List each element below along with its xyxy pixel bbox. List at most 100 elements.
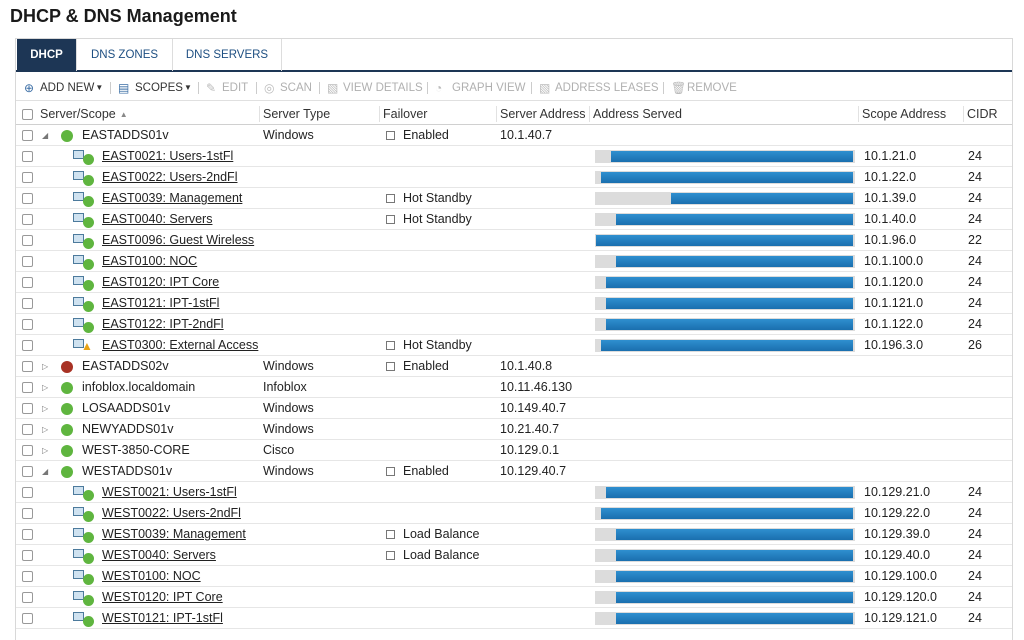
toolbar-button[interactable]: EDIT	[222, 82, 249, 94]
scope-name[interactable]: EAST0021: Users-1stFl	[102, 149, 234, 163]
scope-name[interactable]: EAST0039: Management	[102, 191, 243, 205]
table-row	[16, 293, 1012, 314]
scope-name[interactable]: EAST0096: Guest Wireless	[102, 233, 255, 247]
column-header[interactable]: Server/Scope	[40, 107, 116, 121]
scope-address: 10.129.21.0	[864, 485, 931, 499]
scope-name[interactable]: EAST0022: Users-2ndFl	[102, 170, 238, 184]
server-name[interactable]: WEST-3850-CORE	[82, 443, 190, 457]
expand-toggle[interactable]: ▷	[42, 362, 49, 371]
cidr: 24	[968, 170, 982, 184]
expand-toggle[interactable]: ▷	[42, 404, 49, 413]
usage-bar	[600, 508, 853, 519]
scope-name[interactable]: WEST0040: Servers	[102, 548, 216, 562]
row-checkbox[interactable]	[22, 466, 33, 477]
select-all-checkbox[interactable]	[22, 109, 33, 120]
toolbar-icon: 🗑	[671, 81, 687, 95]
toolbar-button[interactable]: VIEW DETAILS	[343, 82, 423, 94]
scope-name[interactable]: WEST0100: NOC	[102, 569, 201, 583]
scope-name[interactable]: EAST0300: External Access	[102, 338, 259, 352]
scope-name[interactable]: EAST0120: IPT Core	[102, 275, 220, 289]
column-header[interactable]: Scope Address	[862, 107, 947, 121]
scope-icon	[73, 297, 84, 306]
column-separator	[858, 106, 859, 122]
row-checkbox[interactable]	[22, 130, 33, 141]
scope-name[interactable]: WEST0039: Management	[102, 527, 246, 541]
row-checkbox[interactable]	[22, 592, 33, 603]
table-row	[16, 440, 1012, 461]
server-address: 10.11.46.130	[500, 380, 573, 394]
scope-name[interactable]: WEST0120: IPT Core	[102, 590, 223, 604]
row-checkbox[interactable]	[22, 361, 33, 372]
row-checkbox[interactable]	[22, 235, 33, 246]
row-checkbox[interactable]	[22, 340, 33, 351]
expand-toggle[interactable]: ▷	[42, 425, 49, 434]
server-name[interactable]: WESTADDS01v	[82, 464, 173, 478]
server-name[interactable]: EASTADDS02v	[82, 359, 169, 373]
column-header[interactable]: CIDR	[967, 107, 998, 121]
row-checkbox[interactable]	[22, 508, 33, 519]
row-checkbox[interactable]	[22, 151, 33, 162]
expand-toggle[interactable]: ◢	[42, 467, 49, 476]
row-checkbox[interactable]	[22, 403, 33, 414]
server-name[interactable]: infoblox.localdomain	[82, 380, 196, 394]
scope-name[interactable]: EAST0040: Servers	[102, 212, 213, 226]
row-checkbox[interactable]	[22, 214, 33, 225]
row-checkbox[interactable]	[22, 571, 33, 582]
status-dot	[83, 322, 94, 333]
row-checkbox[interactable]	[22, 382, 33, 393]
row-checkbox[interactable]	[22, 424, 33, 435]
expand-toggle[interactable]: ▷	[42, 383, 49, 392]
column-header[interactable]: Address Served	[593, 107, 682, 121]
toolbar-icon: ⊕	[24, 81, 35, 95]
row-checkbox[interactable]	[22, 193, 33, 204]
toolbar-icon: ▤	[118, 81, 130, 95]
status-dot	[61, 445, 73, 457]
row-checkbox[interactable]	[22, 529, 33, 540]
tab[interactable]: DNS SERVERS	[173, 39, 282, 71]
cidr: 24	[968, 506, 982, 520]
column-header[interactable]: Failover	[383, 107, 428, 121]
scope-address: 10.1.21.0	[864, 149, 917, 163]
failover: Hot Standby	[403, 338, 472, 352]
failover-icon	[386, 341, 395, 350]
row-checkbox[interactable]	[22, 550, 33, 561]
toolbar-button[interactable]: ADDRESS LEASES	[555, 82, 659, 94]
row-checkbox[interactable]	[22, 487, 33, 498]
table-row	[16, 188, 1012, 209]
expand-toggle[interactable]: ▷	[42, 446, 49, 455]
row-checkbox[interactable]	[22, 277, 33, 288]
scope-name[interactable]: WEST0022: Users-2ndFl	[102, 506, 241, 520]
server-name[interactable]: LOSAADDS01v	[82, 401, 171, 415]
toolbar-button[interactable]: GRAPH VIEW	[452, 82, 526, 94]
failover-icon	[386, 362, 395, 371]
row-checkbox[interactable]	[22, 445, 33, 456]
row-checkbox[interactable]	[22, 319, 33, 330]
tab[interactable]: DHCP	[17, 39, 77, 71]
toolbar-button[interactable]: SCOPES	[135, 82, 183, 94]
scope-name[interactable]: WEST0021: Users-1stFl	[102, 485, 237, 499]
cidr: 24	[968, 611, 982, 625]
row-checkbox[interactable]	[22, 613, 33, 624]
toolbar-separator	[531, 82, 532, 94]
usage-bar	[606, 298, 853, 309]
server-name[interactable]: NEWYADDS01v	[82, 422, 174, 436]
server-name[interactable]: EASTADDS01v	[82, 128, 169, 142]
tab[interactable]: DNS ZONES	[77, 39, 173, 71]
scope-name[interactable]: EAST0100: NOC	[102, 254, 198, 268]
status-dot	[83, 511, 94, 522]
column-header[interactable]: Server Address	[500, 107, 586, 121]
toolbar-separator	[319, 82, 320, 94]
row-checkbox[interactable]	[22, 256, 33, 267]
expand-toggle[interactable]: ◢	[42, 131, 49, 140]
scope-name[interactable]: EAST0122: IPT-2ndFl	[102, 317, 224, 331]
row-checkbox[interactable]	[22, 172, 33, 183]
scope-name[interactable]: EAST0121: IPT-1stFl	[102, 296, 220, 310]
status-dot	[83, 196, 94, 207]
scope-name[interactable]: WEST0121: IPT-1stFl	[102, 611, 223, 625]
toolbar-button[interactable]: SCAN	[280, 82, 312, 94]
column-header[interactable]: Server Type	[263, 107, 331, 121]
status-dot	[83, 553, 94, 564]
toolbar-button[interactable]: REMOVE	[687, 82, 737, 94]
row-checkbox[interactable]	[22, 298, 33, 309]
toolbar-button[interactable]: ADD NEW	[40, 82, 95, 94]
